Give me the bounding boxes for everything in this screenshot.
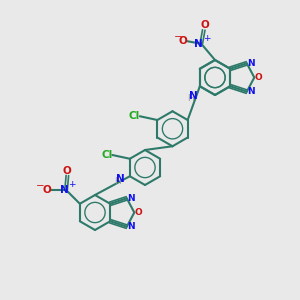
Text: N: N bbox=[194, 39, 203, 49]
Text: Cl: Cl bbox=[101, 150, 112, 160]
Text: −: − bbox=[36, 181, 45, 190]
Text: H: H bbox=[114, 177, 121, 186]
Text: N: N bbox=[116, 174, 124, 184]
Text: +: + bbox=[68, 180, 75, 189]
Text: N: N bbox=[128, 194, 135, 203]
Text: N: N bbox=[61, 185, 69, 195]
Text: O: O bbox=[63, 166, 72, 176]
Text: +: + bbox=[203, 34, 211, 43]
Text: O: O bbox=[135, 208, 143, 217]
Text: N: N bbox=[189, 91, 198, 100]
Text: O: O bbox=[42, 185, 51, 195]
Text: O: O bbox=[178, 36, 188, 46]
Text: H: H bbox=[188, 94, 194, 103]
Text: N: N bbox=[248, 59, 255, 68]
Text: −: − bbox=[174, 32, 182, 42]
Text: N: N bbox=[248, 87, 255, 96]
Text: O: O bbox=[255, 73, 263, 82]
Text: Cl: Cl bbox=[129, 111, 140, 121]
Text: O: O bbox=[201, 20, 209, 31]
Text: N: N bbox=[128, 222, 135, 231]
